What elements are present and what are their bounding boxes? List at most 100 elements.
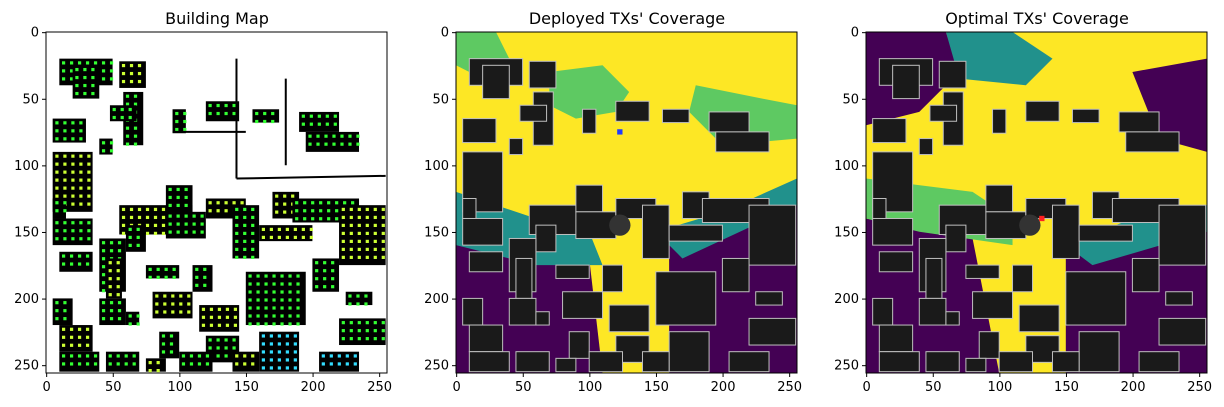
receiver-point xyxy=(324,142,328,146)
receiver-point xyxy=(71,194,75,198)
receiver-point xyxy=(264,282,268,286)
receiver-point xyxy=(264,290,268,294)
receiver-point xyxy=(145,215,150,220)
receiver-point xyxy=(264,274,268,278)
receiver-point xyxy=(381,247,385,251)
receiver-point xyxy=(381,215,385,220)
receiver-point xyxy=(349,247,353,251)
building xyxy=(468,351,510,373)
receiver-point xyxy=(272,322,276,326)
y-tick-label: 50 xyxy=(842,92,859,107)
receiver-point xyxy=(331,269,335,273)
receiver-point xyxy=(79,162,83,166)
receiver-point xyxy=(116,354,120,358)
receiver-point xyxy=(381,223,385,228)
building xyxy=(535,311,550,326)
receiver-point xyxy=(285,342,289,346)
receiver-point xyxy=(373,255,377,259)
receiver-point xyxy=(184,187,188,192)
receiver-point xyxy=(283,202,287,206)
receiver-point xyxy=(55,301,59,305)
receiver-point xyxy=(356,134,360,138)
receiver-point xyxy=(79,154,83,158)
receiver-point xyxy=(117,317,122,321)
building xyxy=(1078,224,1133,242)
receiver-point xyxy=(101,249,106,253)
receiver-point xyxy=(319,201,323,205)
receiver-point xyxy=(63,137,67,141)
receiver-point xyxy=(61,254,66,258)
panel-title: Deployed TXs' Coverage xyxy=(529,9,725,28)
receiver-point xyxy=(235,239,239,243)
receiver-point xyxy=(55,237,59,241)
receiver-point xyxy=(137,207,142,212)
receiver-point xyxy=(269,334,273,338)
y-tick-label: 200 xyxy=(424,292,449,307)
receiver-point xyxy=(195,275,199,279)
receiver-point xyxy=(349,255,353,259)
receiver-point xyxy=(156,361,160,365)
receiver-point xyxy=(55,137,59,141)
building xyxy=(748,204,797,266)
receiver-point xyxy=(121,79,126,84)
building xyxy=(462,297,484,326)
receiver-point xyxy=(311,201,315,205)
coverage-medium xyxy=(945,32,1053,86)
receiver-point xyxy=(235,231,239,236)
receiver-point xyxy=(101,265,106,269)
receiver-point xyxy=(349,337,353,341)
receiver-point xyxy=(55,201,59,205)
receiver-point xyxy=(381,231,385,236)
x-tick-label: 50 xyxy=(105,380,122,395)
receiver-point xyxy=(125,134,130,138)
receiver-point xyxy=(224,111,228,116)
receiver-point xyxy=(264,314,268,318)
receiver-point xyxy=(331,285,335,289)
receiver-point xyxy=(323,269,327,273)
receiver-point xyxy=(168,195,172,200)
receiver-point xyxy=(133,102,138,106)
receiver-point xyxy=(303,201,307,205)
receiver-point xyxy=(148,267,152,271)
receiver-point xyxy=(235,354,239,358)
receiver-point xyxy=(235,207,239,212)
receiver-point xyxy=(256,298,260,302)
x-tick-label: 50 xyxy=(925,380,942,395)
receiver-point xyxy=(256,314,260,318)
receiver-point xyxy=(288,274,292,278)
receiver-point xyxy=(225,307,230,311)
receiver-point xyxy=(203,267,207,271)
receiver-point xyxy=(301,235,305,240)
round-structure xyxy=(1019,214,1041,236)
receiver-point xyxy=(184,214,188,218)
building xyxy=(755,291,783,306)
receiver-point xyxy=(301,122,305,126)
receiver-point xyxy=(79,178,83,182)
building xyxy=(588,351,624,373)
receiver-point xyxy=(176,195,180,200)
y-tick-label: 0 xyxy=(441,26,449,41)
receiver-point xyxy=(280,298,284,302)
receiver-point xyxy=(349,239,353,243)
receiver-point xyxy=(341,337,345,341)
receiver-point xyxy=(216,354,220,358)
y-tick-label: 200 xyxy=(14,292,39,307)
receiver-point xyxy=(179,310,183,314)
x-tick-label: 0 xyxy=(863,380,871,395)
receiver-point xyxy=(251,223,255,228)
receiver-point xyxy=(125,102,130,106)
receiver-point xyxy=(87,202,91,206)
receiver-point xyxy=(116,362,120,366)
receiver-point xyxy=(163,294,167,298)
receiver-point xyxy=(87,186,91,190)
receiver-point xyxy=(87,194,91,198)
receiver-point xyxy=(340,142,344,146)
receiver-point xyxy=(79,170,83,174)
receiver-point xyxy=(181,362,186,366)
receiver-point xyxy=(168,214,172,218)
receiver-point xyxy=(75,91,79,96)
receiver-point xyxy=(280,282,284,286)
receiver-point xyxy=(85,254,90,258)
receiver-point xyxy=(155,294,159,298)
receiver-point xyxy=(357,321,361,325)
